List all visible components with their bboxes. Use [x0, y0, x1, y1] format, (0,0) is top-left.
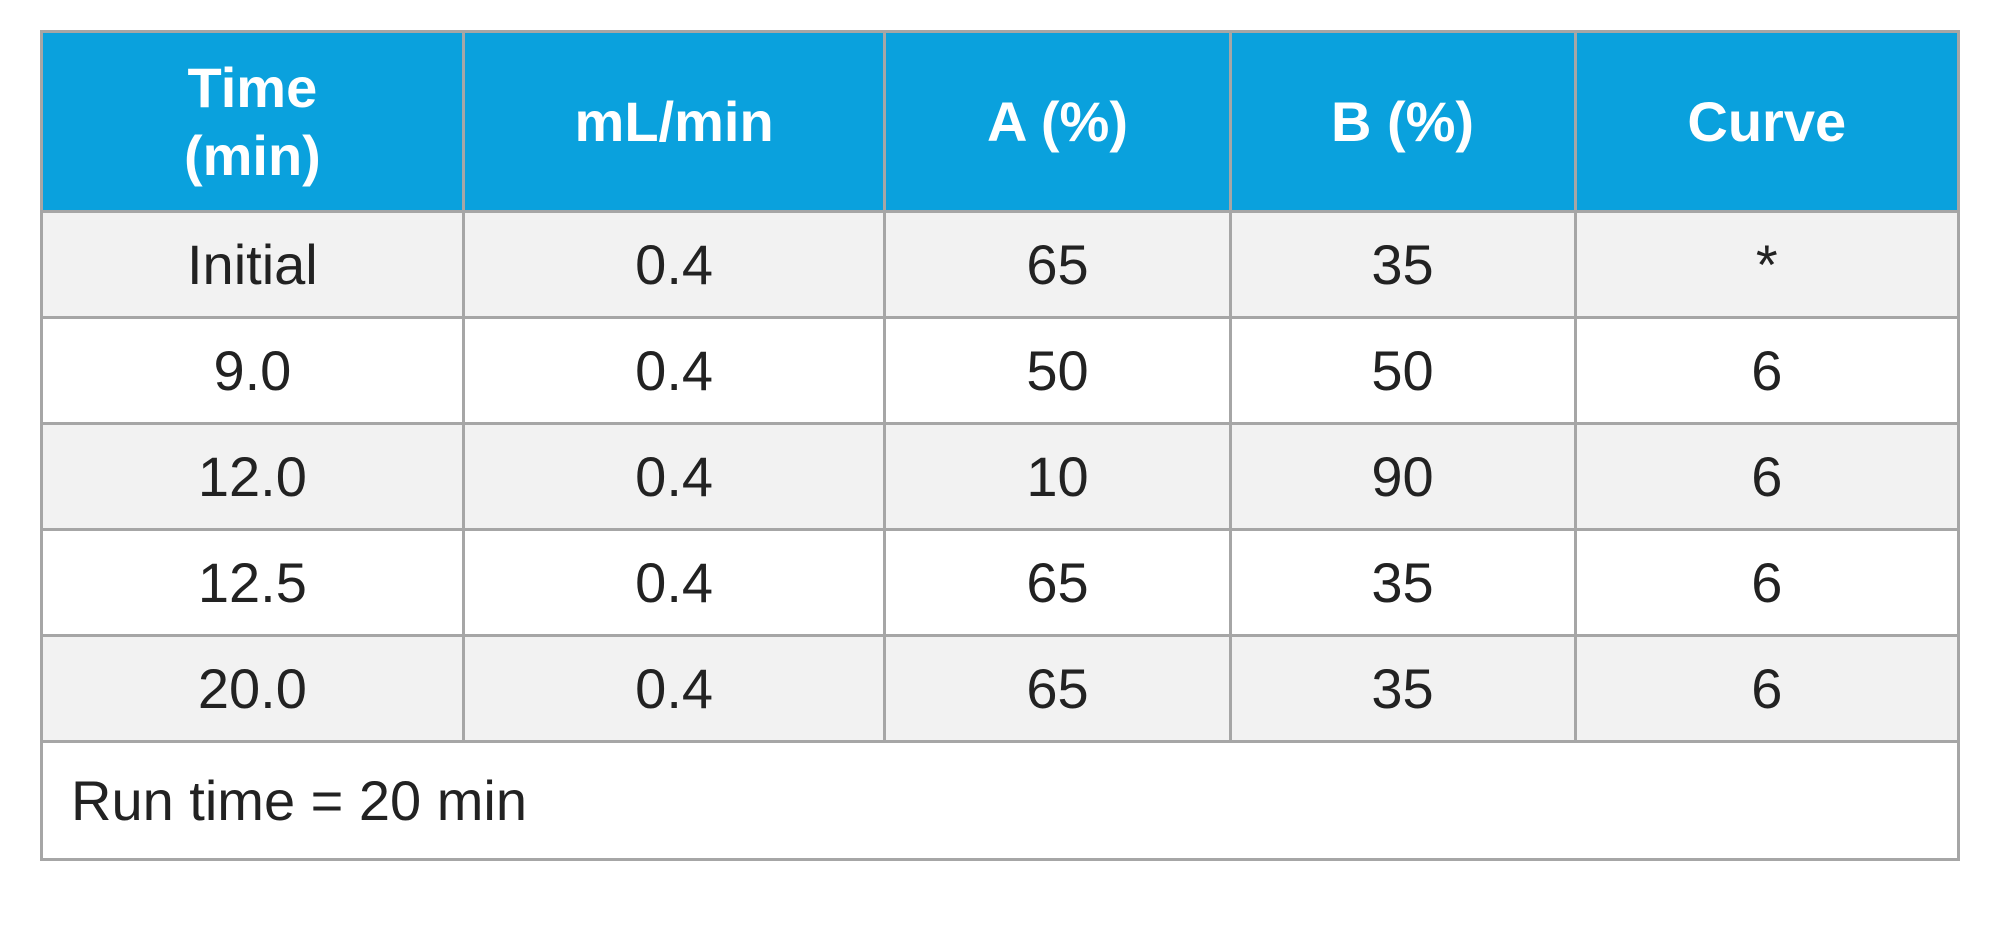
table-row: 12.00.410906	[42, 424, 1959, 530]
cell-r0-c0: Initial	[42, 212, 464, 318]
footer-row: Run time = 20 min	[42, 742, 1959, 860]
table-head: Time(min)mL/minA (%)B (%)Curve	[42, 32, 1959, 212]
cell-r0-c3: 35	[1230, 212, 1575, 318]
footer-cell: Run time = 20 min	[42, 742, 1959, 860]
cell-r2-c4: 6	[1575, 424, 1958, 530]
col-header-4: Curve	[1575, 32, 1958, 212]
cell-r3-c4: 6	[1575, 530, 1958, 636]
cell-r3-c3: 35	[1230, 530, 1575, 636]
table-row: Initial0.46535*	[42, 212, 1959, 318]
cell-r2-c2: 10	[885, 424, 1230, 530]
table-container: Time(min)mL/minA (%)B (%)Curve Initial0.…	[0, 0, 2000, 952]
cell-r1-c3: 50	[1230, 318, 1575, 424]
cell-r2-c0: 12.0	[42, 424, 464, 530]
cell-r1-c2: 50	[885, 318, 1230, 424]
cell-r1-c4: 6	[1575, 318, 1958, 424]
cell-r4-c3: 35	[1230, 636, 1575, 742]
cell-r1-c1: 0.4	[463, 318, 885, 424]
cell-r4-c1: 0.4	[463, 636, 885, 742]
cell-r3-c1: 0.4	[463, 530, 885, 636]
gradient-table: Time(min)mL/minA (%)B (%)Curve Initial0.…	[40, 30, 1960, 861]
cell-r4-c2: 65	[885, 636, 1230, 742]
cell-r4-c0: 20.0	[42, 636, 464, 742]
cell-r4-c4: 6	[1575, 636, 1958, 742]
cell-r2-c3: 90	[1230, 424, 1575, 530]
cell-r0-c2: 65	[885, 212, 1230, 318]
table-row: 20.00.465356	[42, 636, 1959, 742]
table-row: 12.50.465356	[42, 530, 1959, 636]
col-header-2: A (%)	[885, 32, 1230, 212]
cell-r1-c0: 9.0	[42, 318, 464, 424]
header-row: Time(min)mL/minA (%)B (%)Curve	[42, 32, 1959, 212]
cell-r0-c1: 0.4	[463, 212, 885, 318]
cell-r0-c4: *	[1575, 212, 1958, 318]
col-header-3: B (%)	[1230, 32, 1575, 212]
cell-r2-c1: 0.4	[463, 424, 885, 530]
table-row: 9.00.450506	[42, 318, 1959, 424]
table-body: Initial0.46535*9.00.45050612.00.41090612…	[42, 212, 1959, 742]
cell-r3-c2: 65	[885, 530, 1230, 636]
col-header-1: mL/min	[463, 32, 885, 212]
col-header-0: Time(min)	[42, 32, 464, 212]
table-foot: Run time = 20 min	[42, 742, 1959, 860]
cell-r3-c0: 12.5	[42, 530, 464, 636]
